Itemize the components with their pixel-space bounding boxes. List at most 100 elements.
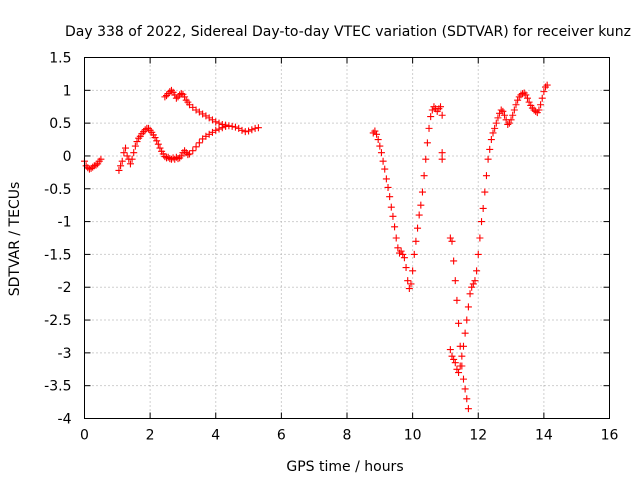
data-point [248,126,256,134]
data-point [505,119,513,127]
data-point [448,352,456,360]
data-point [228,122,236,130]
data-point [499,107,507,115]
data-point [523,94,531,102]
data-point [245,127,253,135]
data-point [459,342,467,350]
data-point [487,136,495,144]
data-point [464,303,472,311]
data-point [231,123,239,131]
y-tick-label: -1.5 [44,247,71,263]
data-point [184,151,192,159]
y-tick-label: -3 [58,346,72,362]
data-point [478,218,486,226]
data-point [484,155,492,163]
data-point [468,283,476,291]
data-point [394,244,402,252]
data-point [122,144,130,152]
data-point [397,247,405,255]
data-point [402,264,410,272]
x-tick-label: 4 [211,428,220,444]
data-point [519,90,527,98]
data-point [161,153,169,161]
data-point [459,375,467,383]
data-point [510,106,518,114]
data-point [425,124,433,132]
data-point [374,136,382,144]
y-tick-label: 0 [63,149,72,165]
data-point [456,362,464,370]
data-point [251,124,259,132]
data-point [215,125,223,133]
data-point [212,126,220,134]
data-point [186,150,193,158]
plot-frame [84,57,610,419]
data-point [458,352,466,360]
y-tick-label: -3.5 [44,379,71,395]
data-point [438,111,446,119]
data-point [166,155,174,163]
data-point [377,149,385,157]
data-point [451,277,459,285]
data-point [451,359,459,367]
tick-layer: 0 2 4 6 8 10 12 14 16 -4 -3.5 -3 -2.5 -2 -1.5 -1 -0.5 0 0.… [44,51,618,444]
data-point [423,139,431,147]
data-point [218,120,226,128]
data-point [497,106,505,114]
x-tick-label: 16 [601,428,619,444]
data-point [494,114,502,122]
data-point [501,111,508,119]
data-point [163,154,171,162]
data-point [471,277,479,285]
data-point [504,120,512,128]
data-point [482,172,490,180]
data-point [97,155,105,163]
data-point [133,138,141,146]
grid-layer [84,57,610,419]
data-point [126,160,134,168]
data-point [123,152,131,160]
data-point [241,128,249,136]
data-point [161,93,169,101]
chart-title: Day 338 of 2022, Sidereal Day-to-day VTE… [65,24,631,40]
data-point [461,329,469,337]
data-point [177,90,185,98]
data-point [391,223,399,231]
data-point [532,107,540,115]
x-tick-label: 0 [80,428,89,444]
data-point [455,369,463,377]
data-point [195,139,203,147]
data-point [446,346,454,354]
data-point [428,106,436,114]
data-point [446,234,454,242]
data-point [476,234,484,242]
data-point [373,130,381,138]
data-point [399,250,407,258]
data-point [141,126,149,134]
data-point [117,162,125,170]
data-point [212,118,220,126]
data-point [489,129,497,137]
data-point [410,250,418,258]
data-point [392,234,400,242]
data-point [474,250,482,258]
data-point [509,111,517,119]
data-point [418,188,426,196]
data-point [387,203,395,211]
data-point [177,152,185,160]
x-tick-label: 8 [343,428,352,444]
data-point [463,395,471,403]
data-point [172,153,180,161]
data-point [154,140,162,148]
data-point [409,267,417,275]
data-point [131,142,139,150]
data-point [412,237,420,245]
data-point [512,101,520,109]
data-point [169,154,177,162]
y-tick-label: -4 [58,412,72,428]
data-point [448,237,456,245]
data-point [491,124,499,132]
y-tick-label: 1.5 [49,51,71,67]
x-tick-label: 12 [469,428,487,444]
data-point [514,96,522,104]
